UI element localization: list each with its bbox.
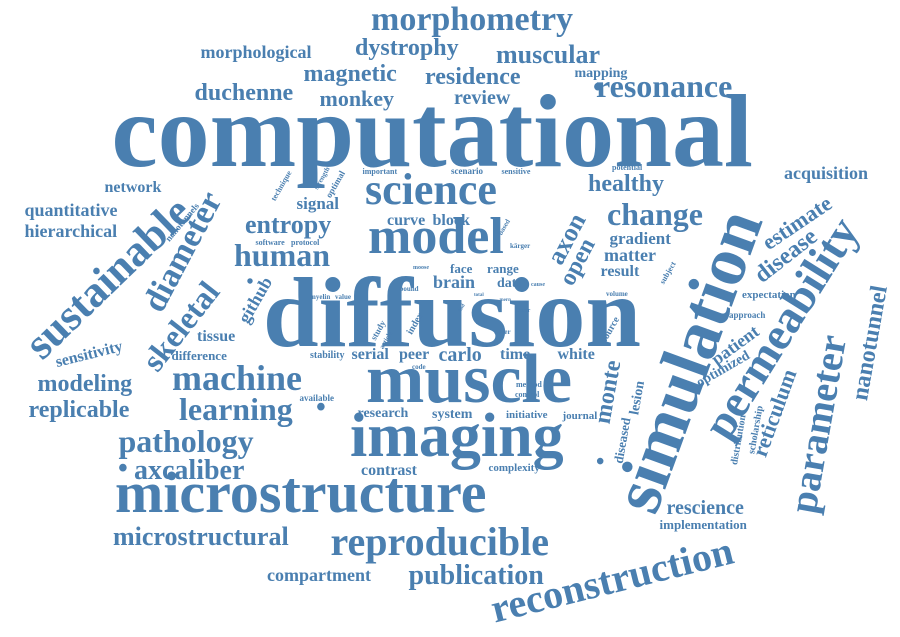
word-computational: computational: [111, 74, 753, 189]
word-sensitive: sensitive: [501, 167, 531, 176]
word-publication: publication: [408, 560, 544, 591]
word-difference: difference: [171, 347, 227, 363]
word-morphometry: morphometry: [371, 1, 574, 38]
word-peer: peer: [399, 346, 430, 363]
word-white: white: [557, 346, 595, 363]
word-hierarchical: hierarchical: [24, 221, 118, 241]
word-brain: brain: [433, 272, 476, 292]
dot-mark: •: [118, 453, 128, 484]
word-duchenne: duchenne: [194, 80, 294, 106]
word-muscular: muscular: [496, 40, 600, 69]
word-control: control: [515, 390, 540, 399]
word-implementation: implementation: [659, 516, 747, 532]
word-research: research: [357, 406, 409, 421]
word-resonance: resonance: [596, 68, 733, 104]
word-important: important: [362, 167, 398, 176]
word-network: network: [104, 179, 162, 196]
word-tissue: tissue: [197, 328, 236, 345]
word-gradient: gradient: [609, 228, 671, 248]
word-range: range: [487, 260, 519, 276]
word-initiative: initiative: [506, 408, 548, 421]
dot-mark: •: [316, 392, 326, 423]
dot-mark: •: [596, 449, 605, 475]
word-dystrophy: dystrophy: [355, 35, 459, 61]
dot-mark: •: [246, 271, 254, 293]
word-approach: approach: [729, 309, 766, 320]
word-microstructural: microstructural: [113, 522, 289, 551]
word-contrast: contrast: [361, 462, 417, 479]
word-mern: mern: [499, 297, 511, 303]
word-matter: matter: [604, 245, 656, 265]
word-signal: signal: [296, 193, 340, 213]
word-axcaliber: axcaliber: [134, 455, 245, 486]
word-replicable: replicable: [28, 397, 130, 423]
word-volume: volume: [606, 289, 628, 298]
word-block: block: [432, 212, 470, 229]
word-modeling: modeling: [37, 371, 133, 397]
word-muscle: muscle: [366, 341, 573, 418]
word-face: face: [450, 260, 473, 276]
word-model: model: [368, 208, 504, 265]
word-cause: cause: [531, 282, 545, 288]
word-bound: bound: [399, 284, 419, 293]
word-parameter: parameter: [779, 331, 856, 517]
word-imaging: imaging: [350, 402, 564, 470]
word-quantitative: quantitative: [24, 200, 118, 220]
word-healthy: healthy: [588, 171, 665, 197]
word-learning: learning: [179, 391, 293, 427]
word-residence: residence: [425, 64, 521, 90]
word-carlo: carlo: [438, 344, 482, 366]
word-total: total: [474, 292, 484, 298]
word-curve: curve: [387, 212, 426, 229]
word-spin: spin: [476, 317, 489, 326]
word-radius: radius: [510, 341, 527, 347]
word-potential: potential: [612, 163, 643, 172]
word-water: water: [493, 327, 511, 336]
word-software: software: [255, 238, 285, 247]
word-science: science: [365, 165, 497, 214]
dot-mark: •: [593, 72, 603, 103]
word-lower: lower: [516, 308, 531, 314]
word-rescience: rescience: [666, 497, 744, 519]
word-time: time: [500, 346, 531, 363]
word-morphological: morphological: [200, 42, 312, 62]
word-protocol: protocol: [291, 238, 320, 247]
word-compartment: compartment: [267, 565, 371, 585]
word-result: result: [600, 263, 640, 280]
word-mapping: mapping: [574, 66, 628, 81]
word-review: review: [454, 87, 511, 109]
word-diffusion: diffusion: [263, 257, 641, 368]
word-karger: kärger: [510, 241, 531, 250]
word-complexity: complexity: [488, 461, 540, 474]
word-method: method: [516, 380, 542, 389]
word-monkey: monkey: [319, 86, 395, 111]
word-magnetic: magnetic: [303, 61, 397, 87]
word-pathology: pathology: [118, 423, 254, 459]
word-microstructure: microstructure: [115, 460, 487, 525]
word-expectation: expectation: [742, 288, 796, 301]
word-journal: journal: [562, 409, 598, 422]
word-myelin: myelin: [310, 292, 331, 301]
word-entropy: entropy: [245, 210, 332, 239]
word-acquisition: acquisition: [784, 163, 869, 183]
word-value: value: [335, 292, 351, 301]
word-change: change: [607, 196, 703, 232]
word-human: human: [234, 237, 331, 273]
word-data: data: [497, 276, 524, 291]
word-moose: moose: [413, 265, 429, 271]
word-nanotunnel: nanotunnel: [847, 283, 893, 403]
word-reproducible: reproducible: [330, 519, 550, 564]
word-serial: serial: [351, 346, 389, 363]
word-scenario: scenario: [451, 165, 483, 176]
word-system: system: [432, 407, 473, 422]
word-code: code: [412, 362, 426, 371]
word-stability: stability: [310, 350, 345, 361]
word-machine: machine: [172, 358, 302, 398]
word-available: available: [299, 392, 335, 403]
